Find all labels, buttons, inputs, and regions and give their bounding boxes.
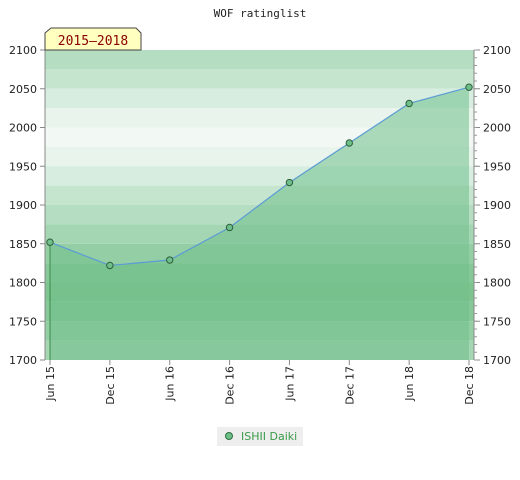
series-line-ishii-daiki	[49, 86, 470, 267]
data-point[interactable]	[46, 238, 54, 246]
data-point[interactable]	[166, 256, 174, 264]
y-tick-label-right: 2100	[483, 44, 511, 57]
x-axis-ticks: Jun 15 Dec 15 Jun 16 Dec 16 Jun 17 Dec 17 Jun …	[44, 360, 476, 405]
y-tick-label-right: 1800	[483, 277, 511, 290]
y-tick-label-left: 2100	[9, 44, 37, 57]
y-tick-label-right: 1850	[483, 238, 511, 251]
data-point[interactable]	[465, 83, 473, 91]
data-point[interactable]	[285, 178, 294, 187]
series-area-ishii-daiki	[50, 87, 469, 360]
y-tick-label-left: 2050	[9, 83, 37, 96]
y-tick-label-right: 1950	[483, 160, 511, 173]
x-tick-label: Dec 18	[463, 366, 476, 405]
x-tick-label: Jun 16	[164, 366, 177, 402]
period-badge-text: 2015–2018	[58, 34, 128, 49]
y-tick-label-right: 2050	[483, 83, 511, 96]
area-layer	[49, 86, 470, 360]
data-point[interactable]	[106, 261, 114, 270]
background-band	[45, 88, 474, 109]
x-tick-label: Jun 18	[403, 366, 416, 402]
x-tick-label: Jun 15	[44, 366, 57, 402]
right-axis-ticks: 2100 2050 2000 1950 1900 1850 1800 1750 1700	[474, 44, 511, 367]
data-point[interactable]	[225, 223, 234, 232]
y-tick-label-right: 1700	[483, 354, 511, 367]
left-axis-ticks: 2100 2050 2000 1950 1900 1850 1800 1750 1700	[9, 44, 45, 367]
y-tick-label-right: 1750	[483, 315, 511, 328]
x-tick-label: Jun 17	[283, 366, 296, 402]
legend[interactable]: ISHII Daiki	[217, 427, 303, 446]
chart-title: WOF ratinglist	[214, 7, 307, 20]
y-tick-label-right: 1900	[483, 199, 511, 212]
background-band	[45, 108, 474, 128]
legend-marker	[225, 432, 233, 440]
legend-label-ishii-daiki: ISHII Daiki	[241, 430, 297, 443]
y-tick-label-left: 1700	[9, 354, 37, 367]
background-band	[45, 69, 474, 89]
x-tick-label: Dec 15	[104, 366, 117, 405]
x-tick-label: Dec 17	[343, 366, 356, 405]
y-tick-label-left: 1750	[9, 315, 37, 328]
data-markers	[46, 83, 473, 270]
y-tick-label-right: 2000	[483, 122, 511, 135]
y-tick-label-left: 1900	[9, 199, 37, 212]
y-tick-label-left: 1800	[9, 277, 37, 290]
data-point[interactable]	[345, 139, 353, 147]
x-tick-label: Dec 16	[224, 366, 237, 405]
background-band	[45, 50, 474, 70]
legend-box	[217, 427, 303, 446]
y-tick-label-left: 2000	[9, 122, 37, 135]
period-badge: 2015–2018	[44, 27, 142, 51]
data-point[interactable]	[405, 99, 413, 108]
y-tick-label-left: 1850	[9, 238, 37, 251]
period-badge-box	[44, 27, 142, 51]
y-tick-label-left: 1950	[9, 160, 37, 173]
